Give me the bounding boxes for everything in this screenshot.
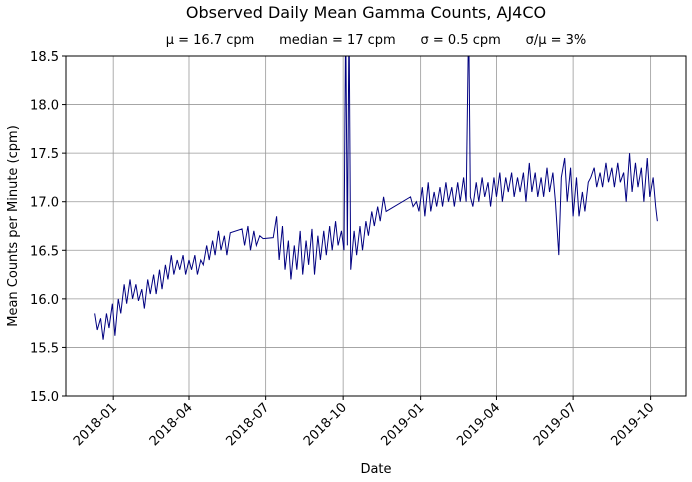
y-tick-label: 17.5 xyxy=(30,147,59,162)
plot-area xyxy=(94,56,658,340)
y-tick-label: 15.5 xyxy=(30,341,59,356)
y-tick-label: 16.5 xyxy=(30,244,59,259)
data-line xyxy=(94,56,658,340)
y-tick-label: 18.0 xyxy=(30,99,59,114)
chart-subtitle: μ = 16.7 cpm median = 17 cpm σ = 0.5 cpm… xyxy=(166,33,587,48)
y-tick-label: 17.0 xyxy=(30,196,59,211)
y-tick-label: 15.0 xyxy=(30,390,59,405)
chart-title: Observed Daily Mean Gamma Counts, AJ4CO xyxy=(186,3,546,22)
axes-frame xyxy=(65,55,687,397)
y-tick-label: 18.5 xyxy=(30,50,59,65)
x-axis-label: Date xyxy=(360,462,391,477)
y-tick-label: 16.0 xyxy=(30,293,59,308)
y-axis-label: Mean Counts per Minute (cpm) xyxy=(6,125,21,327)
